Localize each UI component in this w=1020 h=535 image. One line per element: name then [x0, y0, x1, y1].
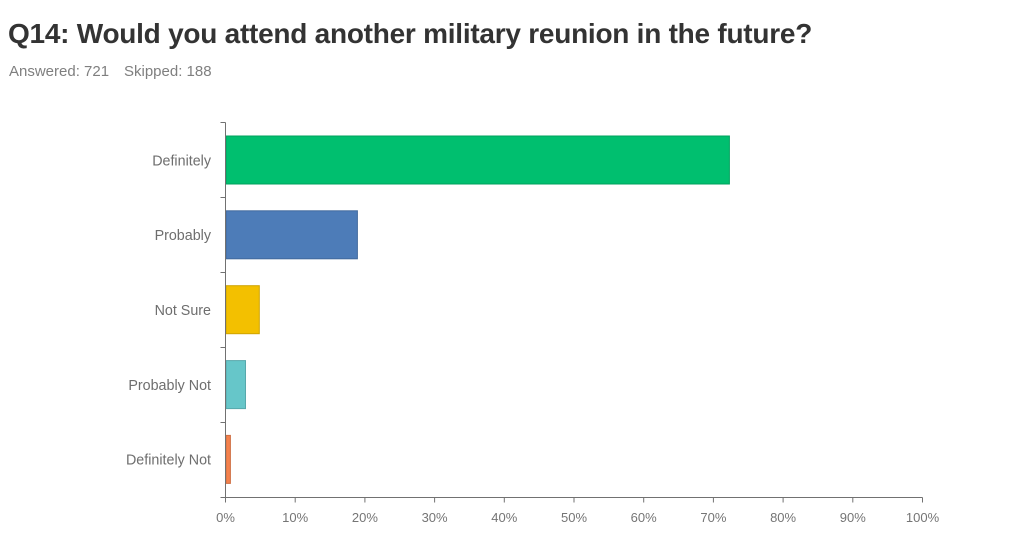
svg-text:90%: 90%	[840, 510, 866, 525]
svg-text:70%: 70%	[700, 510, 726, 525]
svg-text:30%: 30%	[422, 510, 448, 525]
svg-text:Probably Not: Probably Not	[128, 378, 211, 394]
svg-text:Not Sure: Not Sure	[155, 303, 211, 319]
svg-text:40%: 40%	[491, 510, 517, 525]
svg-text:50%: 50%	[561, 510, 587, 525]
svg-text:Definitely Not: Definitely Not	[126, 453, 211, 469]
svg-text:60%: 60%	[631, 510, 657, 525]
svg-text:Probably: Probably	[155, 228, 212, 244]
svg-text:Q14: Would you attend another: Q14: Would you attend another military r…	[8, 18, 812, 49]
svg-text:0%: 0%	[216, 510, 235, 525]
svg-text:Answered: 721: Answered: 721	[9, 63, 109, 80]
svg-text:80%: 80%	[770, 510, 796, 525]
svg-text:20%: 20%	[352, 510, 378, 525]
svg-text:Definitely: Definitely	[152, 153, 212, 169]
svg-text:Skipped: 188: Skipped: 188	[124, 63, 212, 80]
svg-text:100%: 100%	[906, 510, 940, 525]
svg-text:10%: 10%	[282, 510, 308, 525]
